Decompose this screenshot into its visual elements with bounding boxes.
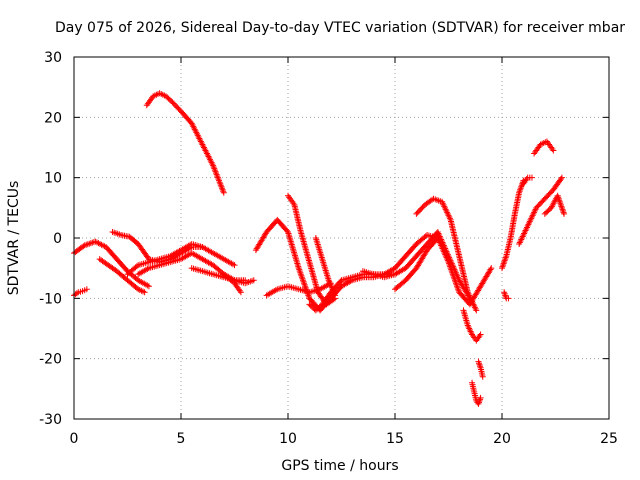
y-tick-label: -30	[39, 412, 62, 428]
x-axis-label: GPS time / hours	[281, 458, 398, 474]
y-axis-label: SDTVAR / TECUs	[6, 181, 22, 296]
axis-ticks	[73, 56, 610, 420]
x-tick-label: 15	[386, 431, 404, 447]
series-track-3	[96, 256, 148, 296]
x-tick-labels: 0 5 10 15 20 25	[70, 431, 618, 447]
series-track-12	[285, 192, 339, 308]
series-track-10	[252, 216, 441, 314]
series-track-18	[460, 307, 484, 344]
x-tick-label: 25	[600, 431, 618, 447]
x-tick-label: 20	[493, 431, 511, 447]
series-track-25	[541, 192, 568, 217]
series-track-23	[531, 138, 557, 157]
y-tick-label: -20	[39, 352, 62, 368]
series-track-19	[469, 379, 484, 407]
series-track-11	[263, 280, 334, 299]
chart-title: Day 075 of 2026, Sidereal Day-to-day VTE…	[55, 20, 625, 36]
series-track-16	[392, 235, 495, 308]
grid-lines	[74, 57, 609, 419]
series-track-26	[501, 289, 512, 302]
series-track-20	[475, 358, 486, 380]
y-tick-label: 20	[44, 110, 62, 126]
x-tick-label: 0	[70, 431, 79, 447]
y-tick-label: 30	[44, 50, 62, 66]
series-track-17	[413, 195, 480, 314]
y-tick-label: -10	[39, 291, 62, 307]
x-tick-label: 5	[177, 431, 186, 447]
y-tick-labels: -30 -20 -10 0 10 20 30	[39, 50, 62, 428]
y-tick-label: 0	[53, 231, 62, 247]
series-track-1	[71, 238, 152, 290]
data-marks	[71, 90, 568, 407]
series-track-9	[220, 271, 244, 296]
series-track-14	[312, 235, 339, 299]
y-tick-label: 10	[44, 171, 62, 187]
series-track-21	[499, 177, 527, 272]
series-track-5	[143, 90, 227, 196]
x-tick-label: 10	[279, 431, 297, 447]
series-track-22	[516, 174, 565, 248]
series-track-24	[520, 174, 535, 187]
series-track-7	[124, 241, 206, 278]
